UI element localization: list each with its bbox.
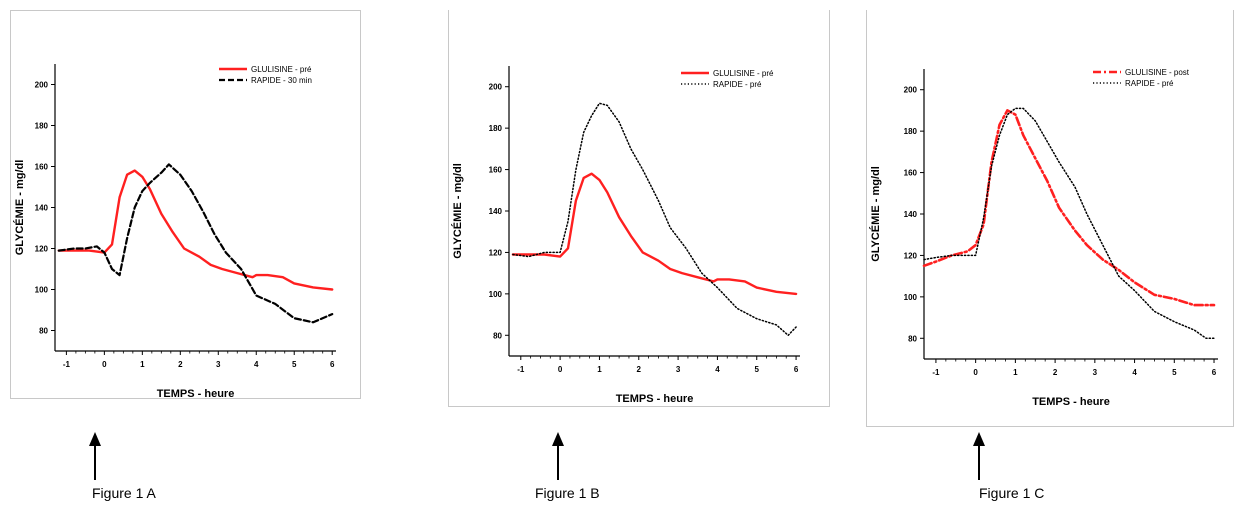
x-tick-label: 2 (1053, 368, 1058, 377)
y-tick-label: 100 (35, 286, 49, 295)
chart-a: 80 100 120 140 160 180 200 -1 0 1 2 3 4 5 6 GLYCÉMIE - … (13, 64, 336, 400)
x-tick-label: -1 (517, 365, 525, 374)
x-tick-label: -1 (63, 360, 71, 369)
x-tick-label: -1 (932, 368, 940, 377)
panel-c: 80 100 120 140 160 180 200 -1 0 1 2 3 4 5 6 GLYCÉMIE - … (866, 10, 1234, 427)
x-tick-label: 4 (1132, 368, 1137, 377)
y-tick-label: 180 (35, 122, 49, 131)
legend-label-1: RAPIDE - 30 min (251, 76, 312, 85)
x-tick-label: 1 (1013, 368, 1018, 377)
x-tick-label: 0 (973, 368, 978, 377)
x-tick-label: 3 (216, 360, 221, 369)
x-tick-label: 3 (676, 365, 681, 374)
x-tick-label: 1 (140, 360, 145, 369)
y-tick-label: 120 (489, 248, 503, 257)
x-tick-label: 0 (558, 365, 563, 374)
chart-b: 80 100 120 140 160 180 200 -1 0 1 2 3 4 5 6 GLYCÉMIE - … (451, 66, 800, 405)
arrow-up-icon (89, 432, 101, 480)
y-tick-label: 180 (904, 127, 918, 136)
legend-label-0: GLULISINE - post (1125, 68, 1190, 77)
series-line-1 (923, 107, 1215, 340)
x-tick-label: 3 (1093, 368, 1098, 377)
y-tick-label: 120 (35, 245, 49, 254)
y-tick-label: 100 (489, 290, 503, 299)
x-tick-label: 6 (330, 360, 335, 369)
y-tick-label: 140 (489, 207, 503, 216)
series-line-1 (512, 102, 797, 337)
series-line-0 (57, 169, 334, 291)
y-tick-label: 200 (35, 81, 49, 90)
legend-label-0: GLULISINE - pré (251, 65, 312, 74)
x-tick-label: 6 (1212, 368, 1217, 377)
series-line-1 (57, 163, 334, 324)
panel-a: 80 100 120 140 160 180 200 -1 0 1 2 3 4 5 6 GLYCÉMIE - … (10, 10, 361, 400)
y-axis-title: GLYCÉMIE - mg/dl (13, 160, 26, 256)
series-line-0 (922, 109, 1216, 307)
x-tick-label: 0 (102, 360, 107, 369)
y-tick-label: 160 (489, 166, 503, 175)
chart-c: 80 100 120 140 160 180 200 -1 0 1 2 3 4 5 6 GLYCÉMIE - … (869, 68, 1218, 408)
x-axis-title: TEMPS - heure (616, 393, 694, 405)
panel-b: 80 100 120 140 160 180 200 -1 0 1 2 3 4 5 6 GLYCÉMIE - … (448, 10, 830, 407)
y-axis-title: GLYCÉMIE - mg/dl (869, 166, 882, 262)
y-tick-label: 160 (904, 169, 918, 178)
y-tick-label: 200 (489, 83, 503, 92)
x-tick-label: 6 (794, 365, 799, 374)
y-tick-label: 200 (904, 86, 918, 95)
x-tick-label: 5 (755, 365, 760, 374)
y-tick-label: 160 (35, 163, 49, 172)
x-axis-title: TEMPS - heure (1032, 396, 1110, 408)
y-tick-label: 180 (489, 124, 503, 133)
y-tick-label: 80 (39, 327, 48, 336)
y-tick-label: 100 (904, 293, 918, 302)
y-tick-label: 140 (904, 210, 918, 219)
figure-caption-c: Figure 1 C (979, 485, 1045, 501)
x-tick-label: 5 (1172, 368, 1177, 377)
x-axis-title: TEMPS - heure (157, 388, 235, 400)
x-tick-label: 1 (597, 365, 602, 374)
x-tick-label: 4 (715, 365, 720, 374)
y-tick-label: 80 (493, 331, 502, 340)
y-tick-label: 80 (908, 334, 917, 343)
series-line-0 (511, 172, 798, 296)
y-tick-label: 140 (35, 204, 49, 213)
legend-label-1: RAPIDE - pré (1125, 79, 1174, 88)
legend-label-0: GLULISINE - pré (713, 69, 774, 78)
figure-caption-b: Figure 1 B (535, 485, 600, 501)
x-tick-label: 2 (637, 365, 642, 374)
x-tick-label: 2 (178, 360, 183, 369)
y-axis-title: GLYCÉMIE - mg/dl (451, 163, 464, 259)
figure-caption-a: Figure 1 A (92, 485, 156, 501)
x-tick-label: 5 (292, 360, 297, 369)
arrow-up-icon (552, 432, 564, 480)
arrow-up-icon (973, 432, 985, 480)
x-tick-label: 4 (254, 360, 259, 369)
y-tick-label: 120 (904, 251, 918, 260)
legend-label-1: RAPIDE - pré (713, 80, 762, 89)
